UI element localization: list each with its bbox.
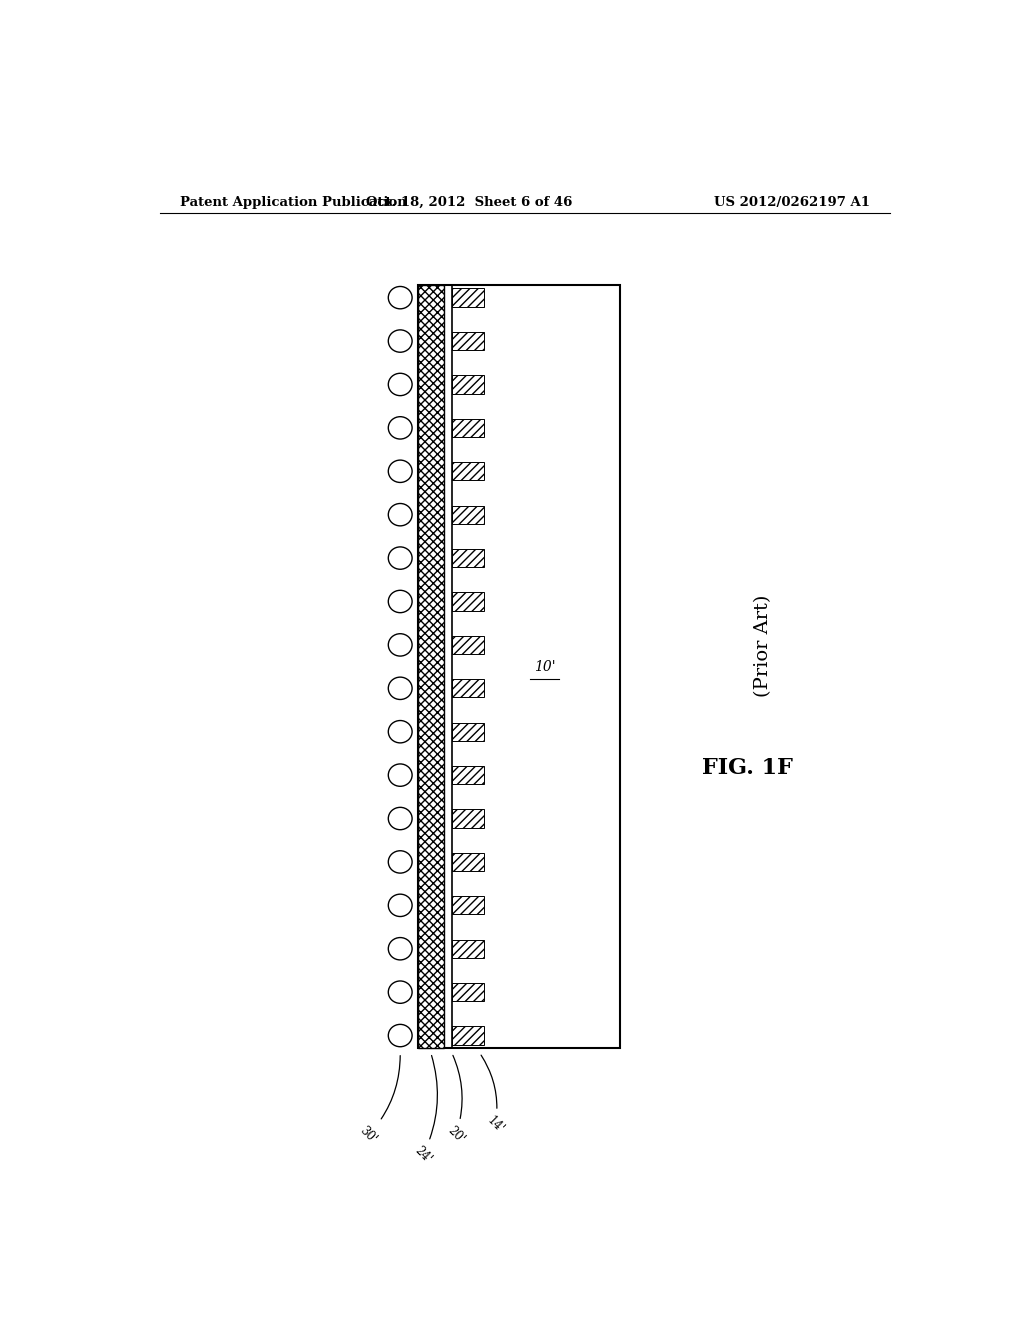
Ellipse shape [388,677,412,700]
Ellipse shape [388,721,412,743]
Text: Oct. 18, 2012  Sheet 6 of 46: Oct. 18, 2012 Sheet 6 of 46 [366,195,572,209]
Text: 30': 30' [357,1056,400,1146]
Ellipse shape [388,634,412,656]
Bar [452,418,483,437]
Ellipse shape [388,286,412,309]
Text: 20': 20' [444,1056,467,1146]
Text: 14': 14' [481,1055,507,1135]
Bar [452,896,483,915]
Text: 24': 24' [412,1056,437,1167]
Bar [452,853,483,871]
Ellipse shape [388,981,412,1003]
Ellipse shape [388,851,412,873]
Ellipse shape [388,417,412,440]
Bar [452,722,483,741]
Bar [452,680,483,697]
Ellipse shape [388,374,412,396]
Bar [452,331,483,350]
Ellipse shape [388,503,412,525]
Bar [452,462,483,480]
Text: FIG. 1F: FIG. 1F [701,758,793,779]
Bar [452,375,483,393]
Ellipse shape [388,764,412,787]
Bar [452,593,483,611]
Text: Patent Application Publication: Patent Application Publication [179,195,407,209]
Bar [452,809,483,828]
Bar [452,940,483,958]
Bar [452,983,483,1002]
Ellipse shape [388,330,412,352]
Bar [452,1027,483,1044]
Ellipse shape [388,461,412,482]
Bar [418,285,621,1048]
Text: 10': 10' [534,660,555,673]
Bar [418,285,443,1048]
Bar [452,289,483,306]
Bar [452,549,483,568]
Bar [452,636,483,653]
Bar [452,766,483,784]
Ellipse shape [388,546,412,569]
Text: (Prior Art): (Prior Art) [754,595,772,697]
Ellipse shape [388,808,412,830]
Ellipse shape [388,1024,412,1047]
Ellipse shape [388,937,412,960]
Ellipse shape [388,894,412,916]
Text: US 2012/0262197 A1: US 2012/0262197 A1 [714,195,870,209]
Bar [452,506,483,524]
Ellipse shape [388,590,412,612]
